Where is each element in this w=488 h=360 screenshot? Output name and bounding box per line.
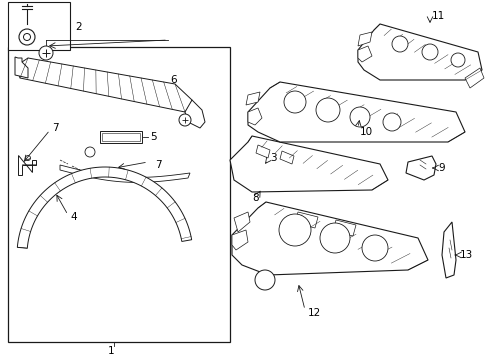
Polygon shape [405,156,435,180]
Text: 3: 3 [269,153,276,163]
Bar [8,2,70,50]
Text: 5: 5 [150,132,156,142]
Polygon shape [247,108,262,125]
Text: 6: 6 [170,75,176,85]
Circle shape [23,33,30,41]
Circle shape [315,98,339,122]
Polygon shape [464,68,483,88]
Polygon shape [231,230,247,250]
Text: 4: 4 [70,212,77,222]
Circle shape [179,114,191,126]
Polygon shape [441,222,455,278]
Polygon shape [18,155,36,175]
Circle shape [361,235,387,261]
Polygon shape [280,151,293,164]
Bar [8,47,229,342]
Polygon shape [357,32,371,46]
Circle shape [39,46,53,60]
Text: 7: 7 [52,123,59,133]
Circle shape [254,270,274,290]
Polygon shape [332,220,355,236]
Circle shape [284,91,305,113]
Circle shape [382,113,400,131]
Polygon shape [18,58,192,112]
Polygon shape [294,212,317,228]
Circle shape [25,156,30,161]
Polygon shape [229,136,387,192]
Polygon shape [17,167,191,248]
Polygon shape [247,82,464,142]
Text: 13: 13 [459,250,472,260]
Circle shape [279,214,310,246]
Polygon shape [245,92,260,105]
Polygon shape [256,145,269,158]
Polygon shape [60,165,190,183]
Text: 1: 1 [108,346,114,356]
Polygon shape [357,24,481,80]
Polygon shape [248,168,264,176]
Text: 10: 10 [359,127,372,137]
Bar [102,133,140,141]
Bar [100,131,142,143]
Circle shape [391,36,407,52]
Polygon shape [234,212,249,232]
Text: 11: 11 [431,11,445,21]
Polygon shape [15,57,28,78]
Text: 9: 9 [437,163,444,173]
Text: 8: 8 [251,193,258,203]
Text: 2: 2 [75,22,81,32]
Polygon shape [357,46,371,62]
Circle shape [85,147,95,157]
Text: 7: 7 [155,160,162,170]
Polygon shape [231,202,427,275]
Circle shape [421,44,437,60]
Circle shape [19,29,35,45]
Circle shape [319,223,349,253]
Circle shape [349,107,369,127]
Text: 12: 12 [307,308,321,318]
Polygon shape [184,100,204,128]
Circle shape [450,53,464,67]
